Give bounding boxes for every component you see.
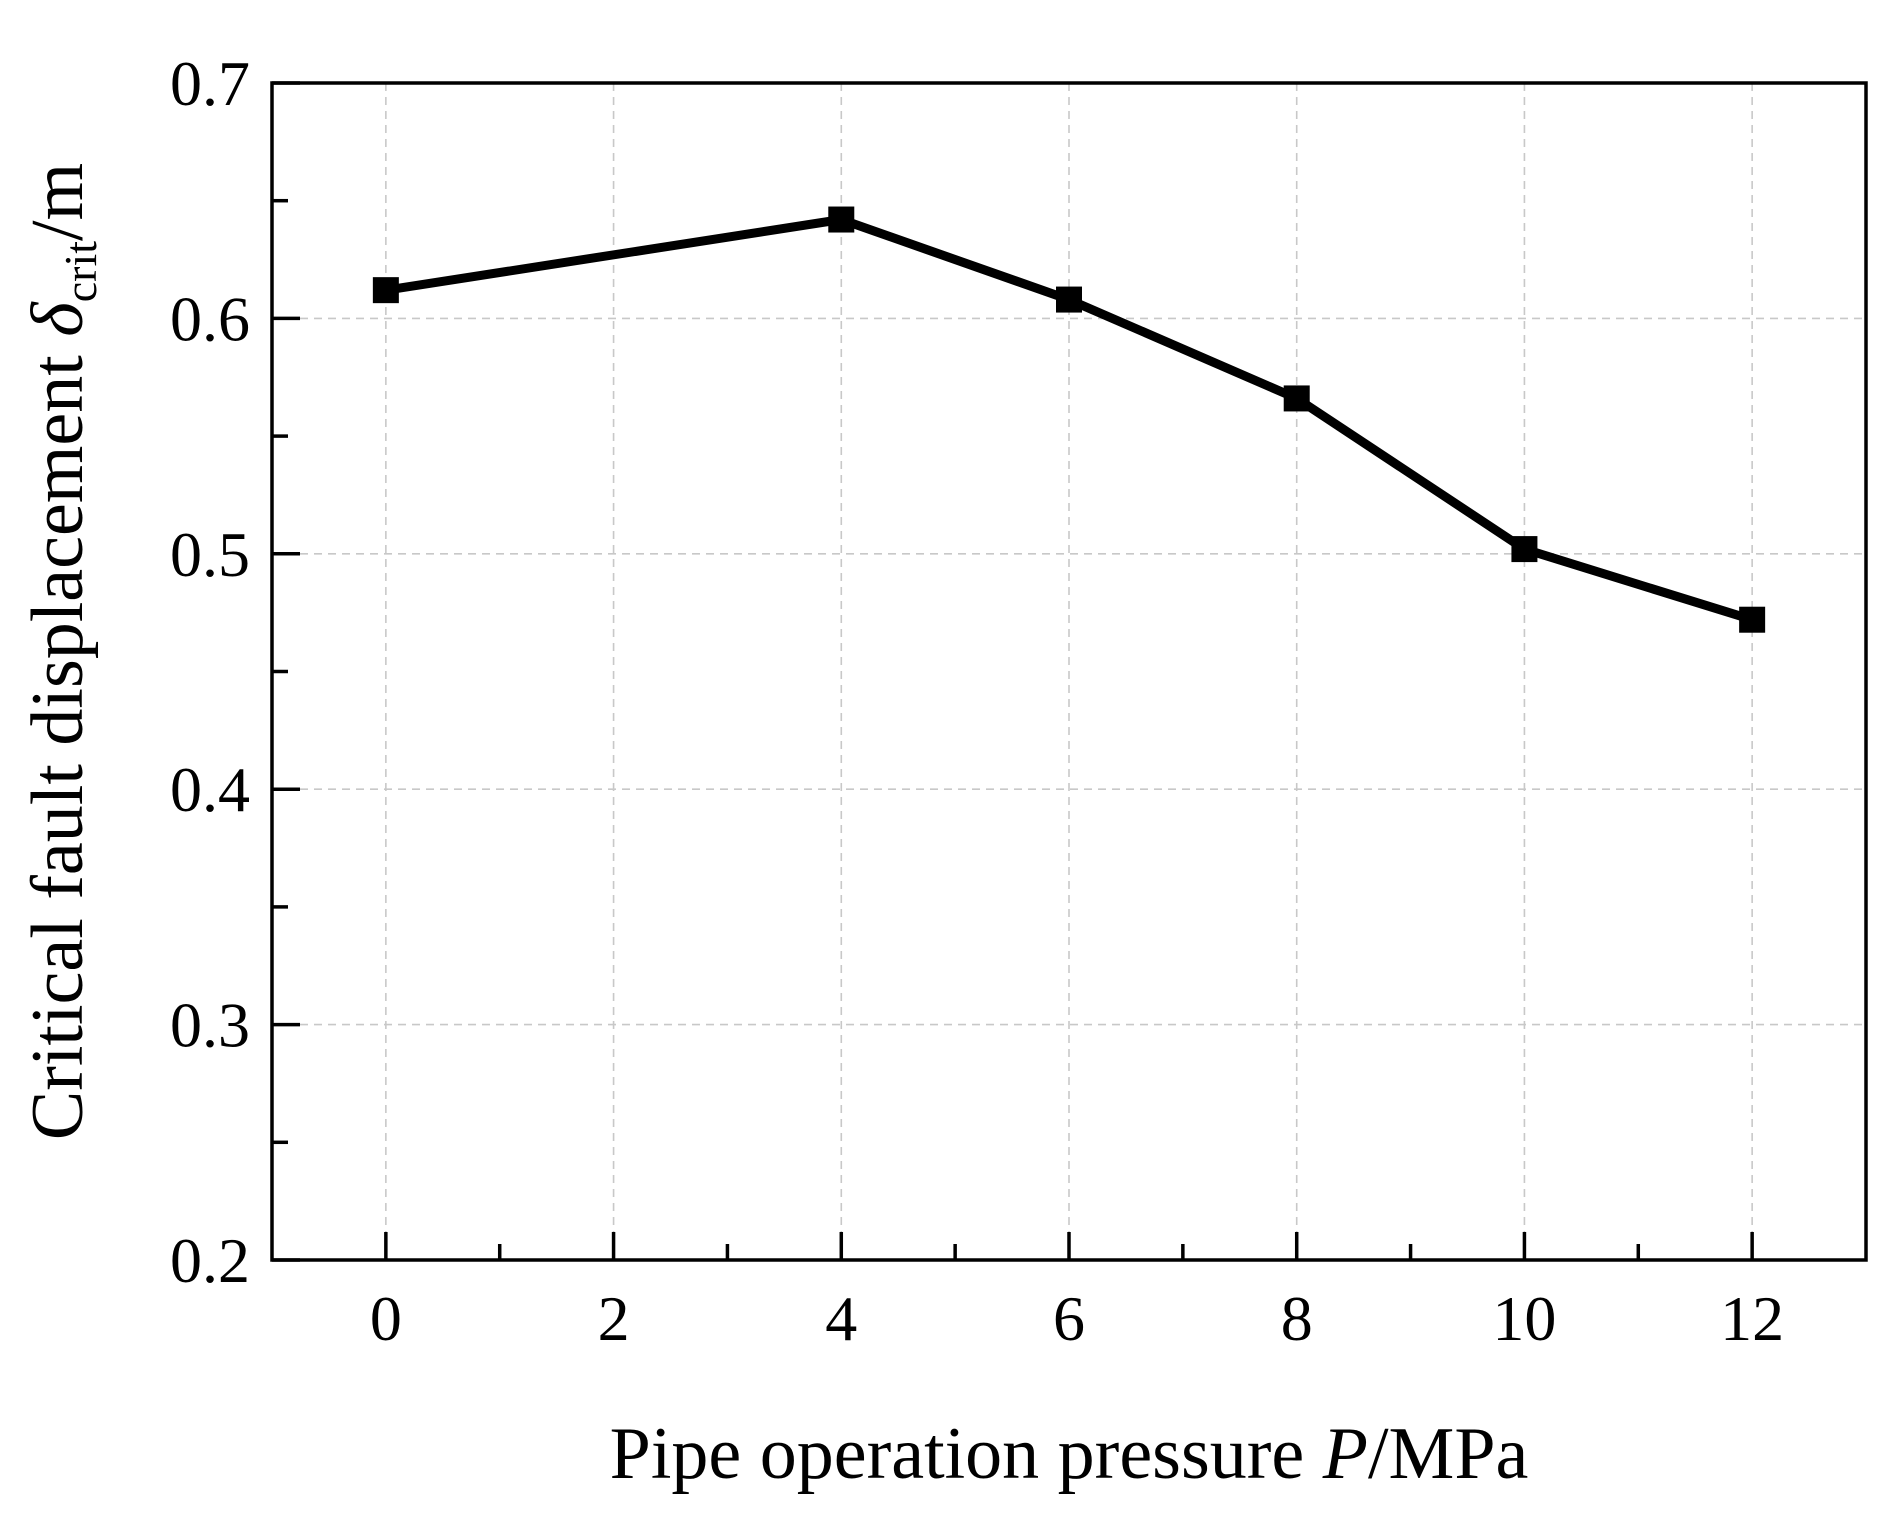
- grid-lines: [272, 83, 1866, 1260]
- y-axis-title: Critical fault displacement δcrit/m: [17, 163, 106, 1140]
- x-tick-label: 12: [1720, 1283, 1784, 1354]
- y-tick-label: 0.6: [170, 283, 250, 354]
- axis-ticks: [272, 81, 1754, 1262]
- y-tick-labels: 0.2 0.3 0.4 0.5 0.6 0.7: [170, 48, 250, 1296]
- series-layer: [372, 206, 1766, 633]
- y-tick-label: 0.7: [170, 48, 250, 119]
- y-tick-label: 0.3: [170, 990, 250, 1061]
- data-point-marker: [372, 277, 399, 304]
- y-tick-label: 0.2: [170, 1225, 250, 1296]
- x-tick-label: 4: [825, 1283, 857, 1354]
- x-tick-label: 8: [1281, 1283, 1313, 1354]
- y-axis-title-unit: /m: [17, 163, 99, 241]
- y-axis-title-symbol: δ: [17, 301, 99, 337]
- x-axis-title-unit: /MPa: [1368, 1413, 1528, 1495]
- x-axis-title-variable: P: [1322, 1413, 1368, 1495]
- x-axis-title-prefix: Pipe operation pressure: [610, 1413, 1323, 1495]
- x-axis-title: Pipe operation pressure P/MPa: [610, 1413, 1529, 1495]
- data-point-marker: [1511, 536, 1538, 563]
- x-tick-labels: 0 2 4 6 8 10 12: [370, 1283, 1784, 1354]
- plot-frame: [270, 81, 1868, 1262]
- data-point-marker: [828, 206, 855, 233]
- y-tick-label: 0.4: [170, 754, 250, 825]
- y-axis-title-prefix: Critical fault displacement: [17, 337, 99, 1140]
- x-tick-label: 0: [370, 1283, 402, 1354]
- data-point-marker: [1283, 385, 1310, 412]
- y-tick-label: 0.5: [170, 519, 250, 590]
- series-line: [385, 215, 1754, 624]
- x-tick-label: 2: [598, 1283, 630, 1354]
- data-point-marker: [1739, 606, 1766, 633]
- x-tick-label: 6: [1053, 1283, 1085, 1354]
- y-axis-title-subscript: crit: [55, 241, 106, 303]
- data-point-marker: [1056, 286, 1082, 313]
- x-tick-label: 10: [1492, 1283, 1556, 1354]
